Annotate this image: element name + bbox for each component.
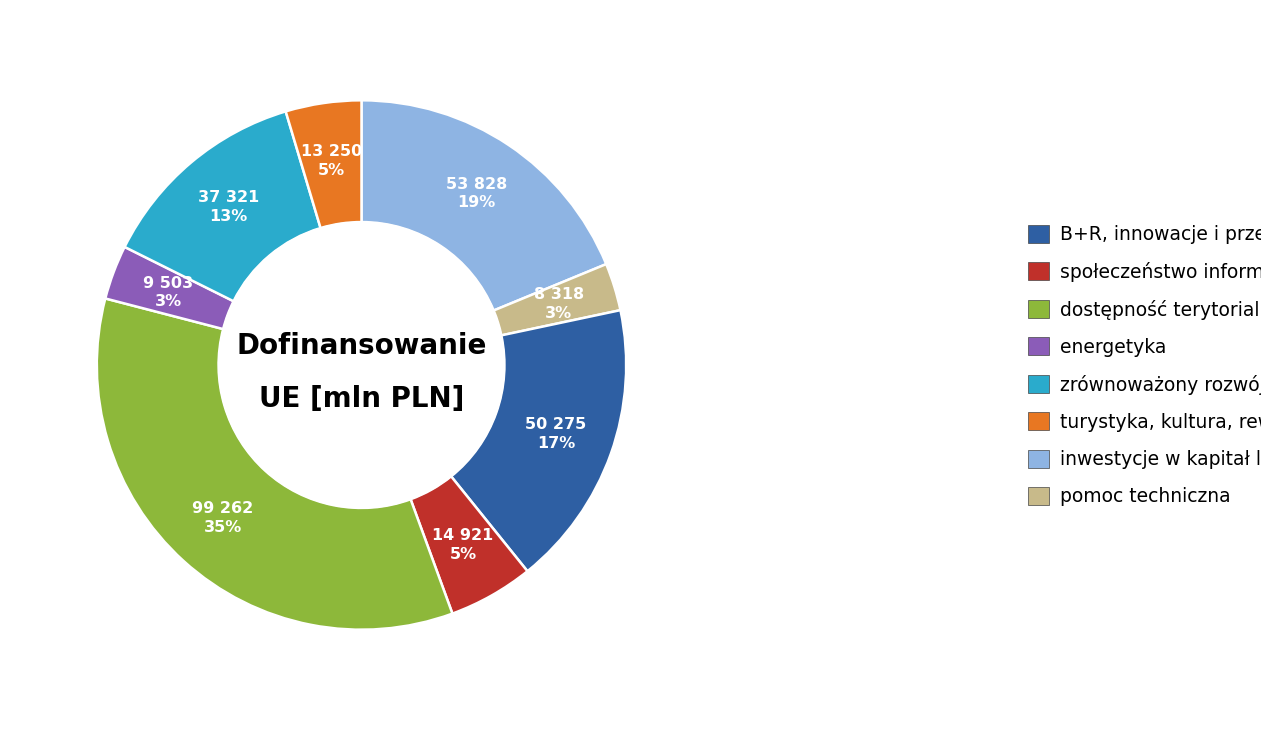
Wedge shape	[493, 264, 620, 335]
Text: 14 921
5%: 14 921 5%	[433, 528, 493, 561]
Wedge shape	[286, 100, 362, 228]
Text: 13 250
5%: 13 250 5%	[301, 144, 362, 177]
Text: 50 275
17%: 50 275 17%	[526, 418, 586, 451]
Wedge shape	[97, 299, 453, 630]
Text: 53 828
19%: 53 828 19%	[445, 177, 507, 210]
Wedge shape	[362, 100, 607, 310]
Wedge shape	[451, 310, 627, 571]
Circle shape	[218, 222, 504, 508]
Text: Dofinansowanie: Dofinansowanie	[236, 332, 487, 361]
Legend: B+R, innowacje i przedsiębiorczość, społeczeństwo informacyjne, dostępność teryt: B+R, innowacje i przedsiębiorczość, społ…	[1029, 224, 1261, 506]
Wedge shape	[106, 247, 233, 329]
Wedge shape	[411, 477, 527, 614]
Text: 8 318
3%: 8 318 3%	[533, 287, 584, 320]
Wedge shape	[125, 112, 320, 301]
Text: 99 262
35%: 99 262 35%	[192, 501, 253, 534]
Text: 9 503
3%: 9 503 3%	[142, 276, 193, 310]
Text: 37 321
13%: 37 321 13%	[198, 191, 260, 224]
Text: UE [mln PLN]: UE [mln PLN]	[259, 385, 464, 413]
